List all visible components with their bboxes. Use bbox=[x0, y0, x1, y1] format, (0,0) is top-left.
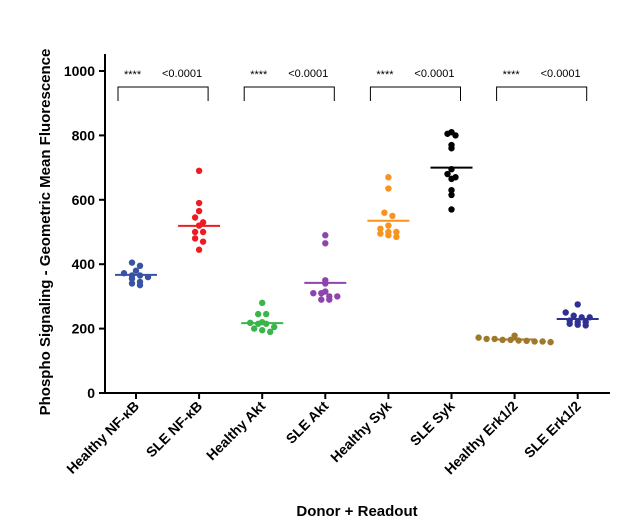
data-point bbox=[444, 170, 451, 178]
data-point bbox=[547, 338, 554, 346]
x-tick-label: SLE Erk1/2 bbox=[521, 398, 584, 461]
data-point bbox=[310, 289, 317, 297]
significance-bracket bbox=[496, 86, 588, 101]
data-point bbox=[377, 225, 384, 232]
significance-bracket bbox=[369, 86, 461, 101]
data-point bbox=[322, 240, 329, 247]
data-point bbox=[191, 214, 199, 221]
significance-stars: **** bbox=[124, 69, 142, 81]
significance-bracket bbox=[243, 86, 335, 101]
x-tick-label: Healthy Akt bbox=[203, 398, 269, 464]
data-point bbox=[191, 228, 199, 236]
x-tick-label: Healthy NF-κB bbox=[63, 398, 142, 477]
y-tick-label: 400 bbox=[72, 256, 96, 272]
p-value-label: <0.0001 bbox=[162, 68, 202, 80]
data-point bbox=[132, 267, 140, 274]
data-point bbox=[259, 327, 266, 334]
data-point bbox=[385, 232, 392, 239]
significance-stars: **** bbox=[250, 69, 268, 81]
data-point bbox=[334, 293, 341, 300]
data-point bbox=[393, 228, 400, 236]
x-tick-label: Healthy Syk bbox=[327, 398, 395, 466]
p-value-label: <0.0001 bbox=[414, 68, 454, 80]
data-point bbox=[389, 212, 396, 220]
p-value-label: <0.0001 bbox=[541, 68, 581, 80]
data-point bbox=[136, 262, 144, 270]
y-tick-label: 600 bbox=[72, 192, 96, 208]
data-point bbox=[511, 332, 518, 339]
data-point bbox=[448, 145, 455, 152]
significance-bracket bbox=[117, 86, 209, 101]
data-point bbox=[128, 275, 136, 282]
y-tick-label: 0 bbox=[87, 385, 95, 401]
data-point bbox=[385, 174, 392, 181]
data-point bbox=[448, 175, 455, 183]
data-point bbox=[128, 259, 136, 266]
x-tick-label: SLE Syk bbox=[407, 398, 458, 449]
x-tick-label: SLE NF-κB bbox=[143, 398, 205, 460]
p-value-label: <0.0001 bbox=[288, 68, 328, 80]
data-point bbox=[393, 233, 400, 241]
data-point bbox=[562, 309, 569, 316]
y-tick-label: 1000 bbox=[64, 63, 95, 79]
data-point bbox=[259, 299, 266, 307]
data-point bbox=[582, 322, 589, 329]
data-point bbox=[191, 235, 199, 242]
data-point bbox=[199, 228, 207, 236]
data-point bbox=[136, 281, 144, 289]
data-point bbox=[475, 334, 482, 341]
data-point bbox=[195, 246, 203, 253]
data-point bbox=[318, 289, 325, 297]
data-point bbox=[574, 321, 581, 328]
data-point bbox=[566, 320, 573, 327]
data-point bbox=[385, 222, 392, 229]
data-point bbox=[318, 296, 325, 303]
y-tick-label: 200 bbox=[72, 321, 96, 337]
data-point bbox=[448, 191, 455, 199]
significance-stars: **** bbox=[503, 69, 521, 81]
data-point bbox=[483, 335, 490, 343]
data-point bbox=[452, 132, 459, 139]
x-tick-label: SLE Akt bbox=[283, 398, 332, 447]
data-point bbox=[251, 325, 258, 332]
significance-stars: **** bbox=[376, 69, 394, 81]
data-point bbox=[539, 338, 546, 345]
data-point bbox=[385, 185, 392, 192]
y-tick-label: 800 bbox=[72, 127, 96, 143]
y-axis-label: Phospho Signaling - Geometric Mean Fluor… bbox=[37, 49, 54, 416]
data-point bbox=[448, 186, 455, 194]
data-point bbox=[255, 310, 262, 318]
data-point bbox=[326, 296, 333, 303]
data-point bbox=[195, 199, 203, 207]
data-point bbox=[195, 207, 203, 215]
data-point bbox=[444, 130, 451, 137]
data-point bbox=[199, 238, 207, 245]
data-point bbox=[267, 328, 274, 336]
data-point bbox=[381, 209, 388, 216]
data-point bbox=[322, 232, 329, 239]
data-point bbox=[271, 323, 278, 331]
data-point bbox=[448, 206, 455, 213]
data-point bbox=[574, 301, 581, 308]
x-axis-label: Donor + Readout bbox=[296, 503, 417, 520]
data-point bbox=[570, 312, 577, 319]
data-point bbox=[128, 280, 136, 287]
data-point bbox=[377, 230, 384, 237]
data-point bbox=[195, 167, 203, 175]
data-point bbox=[263, 310, 270, 318]
